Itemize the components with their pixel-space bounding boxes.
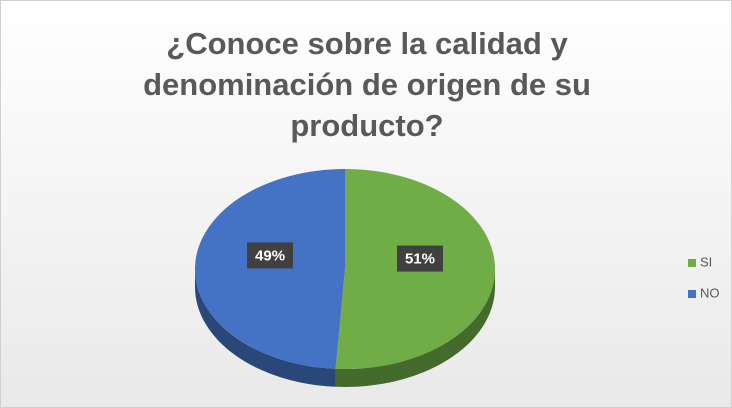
legend-label: NO [700, 285, 720, 300]
pie-side [195, 269, 336, 387]
legend-label: SI [700, 254, 712, 269]
data-label-text: 51% [405, 251, 435, 268]
data-label: 51% [396, 245, 443, 272]
data-label-box [396, 245, 443, 272]
legend-swatch [688, 290, 696, 298]
data-label-box [247, 242, 294, 269]
pie-side [335, 269, 495, 388]
data-label: 49% [247, 242, 294, 269]
legend-swatch [688, 259, 696, 267]
chart-title: ¿Conoce sobre la calidad y denominación … [143, 26, 591, 143]
data-label-text: 49% [255, 247, 285, 264]
pie-slice [195, 169, 345, 369]
